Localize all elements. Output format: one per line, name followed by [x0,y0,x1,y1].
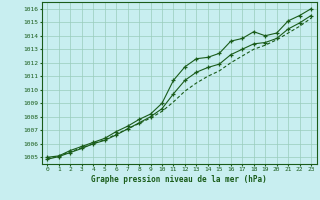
X-axis label: Graphe pression niveau de la mer (hPa): Graphe pression niveau de la mer (hPa) [91,175,267,184]
